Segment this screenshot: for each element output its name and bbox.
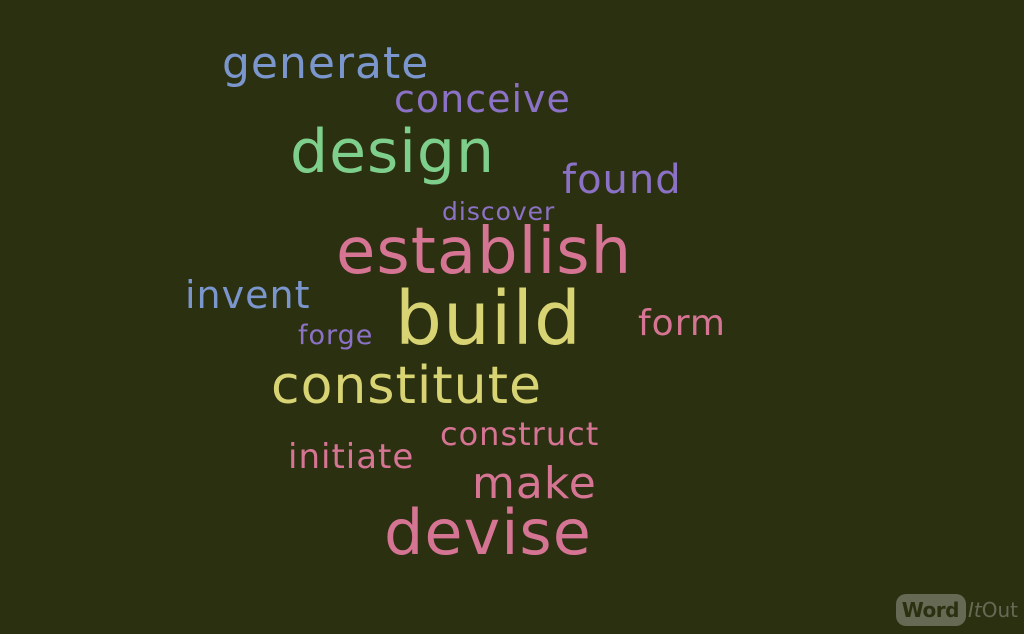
logo-word: Word xyxy=(895,594,966,626)
word-found: found xyxy=(562,157,682,203)
word-generate: generate xyxy=(222,38,430,89)
logo-it: It xyxy=(967,598,982,622)
logo-out: Out xyxy=(981,598,1018,622)
word-conceive: conceive xyxy=(394,77,571,121)
wordle-logo[interactable]: Word It Out xyxy=(895,594,1018,626)
word-devise: devise xyxy=(384,496,592,569)
word-invent: invent xyxy=(185,273,311,317)
word-discover: discover xyxy=(442,197,556,226)
word-establish: establish xyxy=(336,215,633,289)
word-design: design xyxy=(290,117,496,187)
word-constitute: constitute xyxy=(271,356,543,416)
word-make: make xyxy=(472,458,597,509)
word-build: build xyxy=(395,276,582,362)
word-construct: construct xyxy=(440,415,600,453)
word-form: form xyxy=(638,303,726,344)
word-initiate: initiate xyxy=(288,437,415,477)
word-forge: forge xyxy=(298,320,374,351)
